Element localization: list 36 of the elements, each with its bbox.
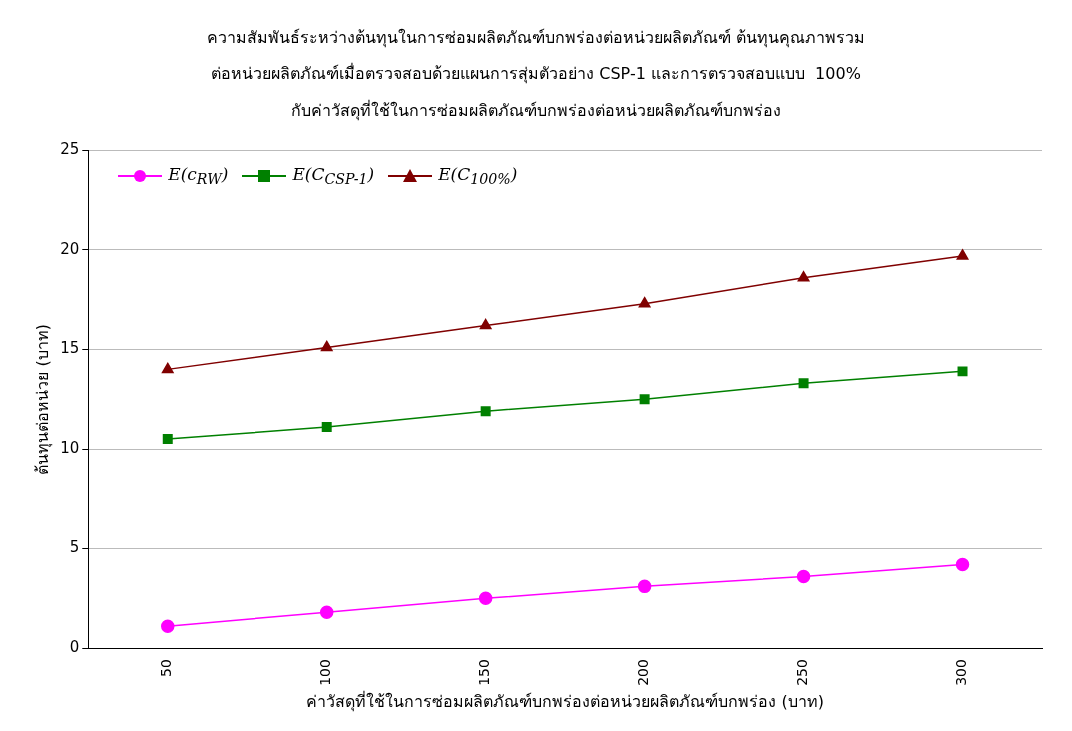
- x-tick-label: 150: [476, 659, 493, 686]
- point: [478, 591, 493, 606]
- x-tick-label: 100: [317, 659, 334, 686]
- point: [957, 366, 968, 377]
- point: [637, 579, 652, 594]
- x-axis-title: ค่าวัสดุที่ใช้ในการซ่อมผลิตภัณฑ์บกพร่องต่อหน่วยผลิตภัณฑ์บกพร่อง (บาท): [306, 689, 824, 712]
- y-tick-label: 15: [60, 339, 80, 358]
- legend-label: E(C$_{100%}$): [438, 164, 518, 188]
- x-tick-label: 250: [794, 659, 811, 686]
- legend-label: E(c$_{RW}$): [168, 164, 229, 188]
- x-tick-label: 200: [635, 659, 652, 686]
- point: [796, 569, 811, 584]
- point: [956, 249, 969, 260]
- point: [479, 318, 492, 330]
- y-tick-label: 25: [60, 140, 80, 159]
- y-tick-label: 5: [69, 538, 80, 557]
- point: [161, 619, 175, 633]
- point: [639, 394, 650, 405]
- y-axis-title: ต้นทุนต่อหน่วย (บาท): [32, 323, 53, 475]
- y-tick-label: 0: [69, 637, 80, 656]
- point: [162, 434, 173, 445]
- point: [319, 605, 334, 619]
- point: [797, 271, 810, 282]
- point: [161, 362, 174, 374]
- point: [798, 378, 809, 389]
- point: [480, 406, 491, 417]
- point: [321, 422, 332, 433]
- x-tick-label: 50: [158, 659, 175, 677]
- y-tick-label: 10: [60, 438, 80, 457]
- chart-title: ความสัมพันธ์ระหว่างต้นทุนในการซ่อมผลิตภัณฑ์บกพร่องต่อหน่วยผลิตภัณฑ์ ต้นทุนคุณภาพรวม ต่อหน่วยผลิตภัณฑ์เมื่อตรวจสอบด้วยแผนการสุ่มตัวอย่าง CSP-1 และการตรวจสอบแบบ 100% กับค่าวัสดุที่ใช้ในการซ่อมผลิตภัณฑ์บกพร่องต่อหน่วยผลิตภัณฑ์บกพร่อง: [206, 27, 866, 122]
- y-tick-label: 20: [60, 239, 80, 258]
- point: [955, 557, 970, 572]
- point: [320, 340, 333, 352]
- x-tick-label: 300: [953, 659, 970, 686]
- point: [638, 296, 651, 308]
- legend-label: E(C$_{CSP-1}$): [292, 164, 375, 188]
